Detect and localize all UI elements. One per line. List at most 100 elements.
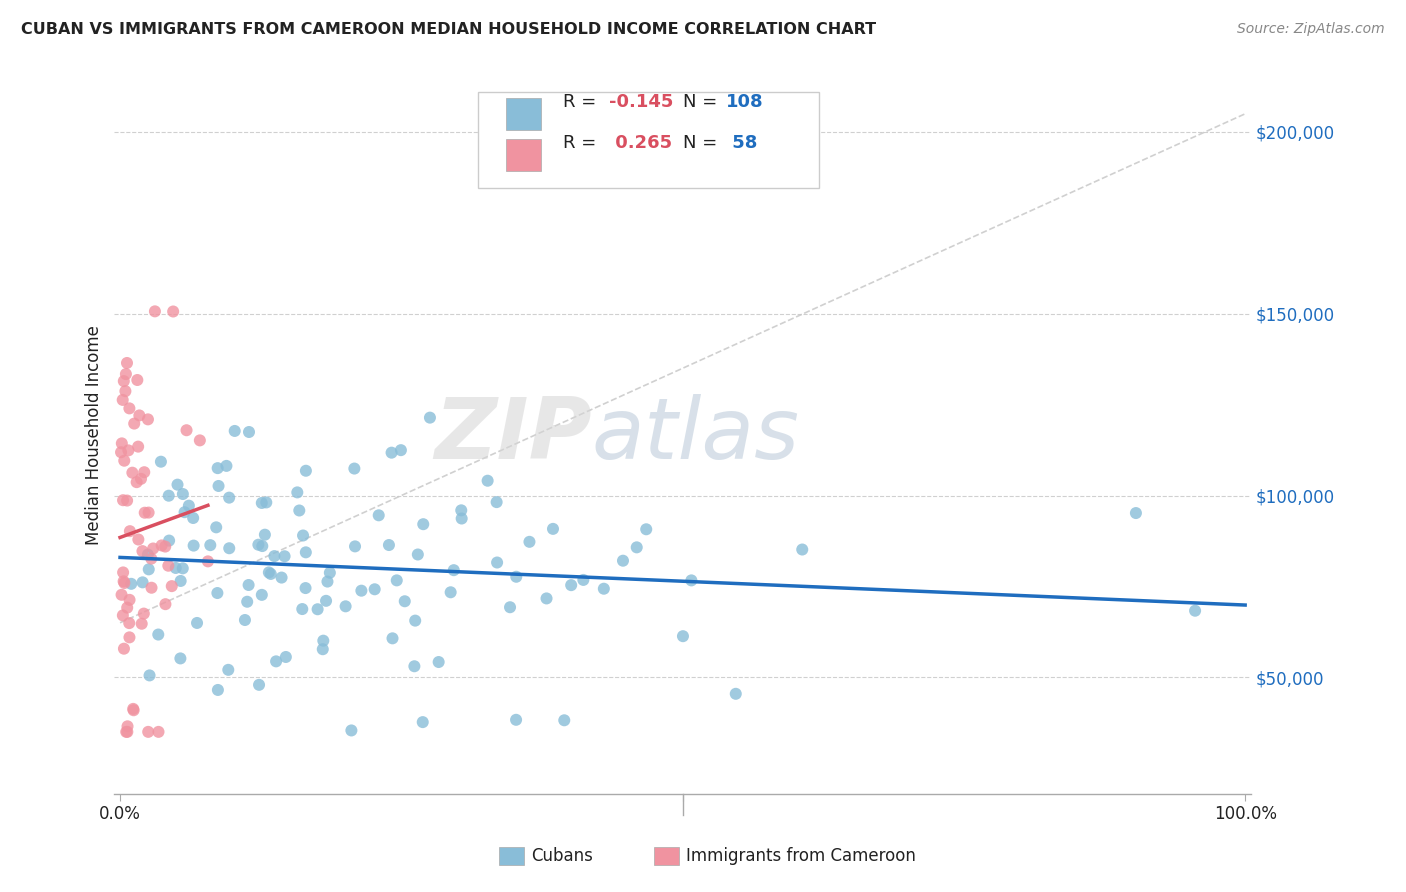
Point [292, 528, 315, 542]
Point [186, 615, 208, 630]
Point [112, 641, 135, 656]
Point [477, 474, 499, 488]
Point [166, 477, 188, 491]
Point [111, 608, 134, 623]
Point [128, 409, 150, 423]
Point [122, 417, 145, 431]
Point [404, 614, 426, 628]
Point [136, 724, 159, 739]
Point [141, 581, 163, 595]
Point [316, 574, 339, 589]
Point [404, 659, 426, 673]
Point [112, 493, 135, 508]
Point [118, 401, 141, 416]
Point [125, 475, 148, 490]
Point [572, 573, 595, 587]
Point [505, 570, 527, 584]
Point [315, 594, 337, 608]
Point [112, 374, 135, 388]
Point [264, 654, 287, 668]
Point [118, 631, 141, 645]
Bar [506, 98, 540, 130]
Point [117, 724, 139, 739]
Point [150, 538, 173, 552]
Point [121, 466, 143, 480]
Point [205, 520, 228, 534]
Point [440, 585, 463, 599]
Point [134, 465, 156, 479]
Point [270, 571, 292, 585]
Point [117, 719, 139, 733]
Point [285, 485, 308, 500]
Point [138, 506, 160, 520]
Point [553, 713, 575, 727]
Point [111, 436, 134, 450]
Point [155, 540, 177, 554]
Point [367, 508, 389, 523]
Point [344, 540, 367, 554]
Point [217, 663, 239, 677]
Point [172, 487, 194, 501]
Point [238, 425, 260, 439]
Point [148, 724, 170, 739]
Point [122, 702, 145, 716]
Point [427, 655, 450, 669]
Point [157, 533, 180, 548]
Point [250, 496, 273, 510]
Point [127, 440, 149, 454]
Point [118, 524, 141, 538]
Point [450, 511, 472, 525]
Point [131, 544, 153, 558]
Point [307, 602, 329, 616]
Point [505, 713, 527, 727]
Text: -0.145: -0.145 [609, 94, 673, 112]
Point [295, 545, 318, 559]
Point [288, 503, 311, 517]
Point [536, 591, 558, 606]
Point [274, 650, 297, 665]
Point [115, 356, 138, 370]
Point [131, 575, 153, 590]
Point [117, 443, 139, 458]
Point [250, 588, 273, 602]
Point [672, 629, 695, 643]
Point [134, 506, 156, 520]
Text: N =: N = [682, 135, 723, 153]
Point [110, 445, 132, 459]
Point [131, 616, 153, 631]
Point [207, 461, 229, 475]
Point [162, 304, 184, 318]
Point [177, 499, 200, 513]
Point [263, 549, 285, 563]
Point [592, 582, 614, 596]
Bar [506, 139, 540, 171]
Point [207, 682, 229, 697]
Point [412, 715, 434, 730]
Text: 58: 58 [725, 135, 758, 153]
Point [254, 495, 277, 509]
Point [115, 367, 138, 381]
Point [253, 527, 276, 541]
Point [335, 599, 357, 614]
Text: ZIP: ZIP [434, 394, 592, 477]
Point [110, 588, 132, 602]
Point [389, 443, 412, 458]
Point [142, 541, 165, 556]
Text: R =: R = [564, 94, 602, 112]
Text: 0.265: 0.265 [609, 135, 672, 153]
Point [157, 489, 180, 503]
Point [129, 472, 152, 486]
Point [200, 538, 222, 552]
Point [136, 412, 159, 426]
Point [155, 597, 177, 611]
Point [120, 577, 142, 591]
Text: Source: ZipAtlas.com: Source: ZipAtlas.com [1237, 22, 1385, 37]
Point [138, 562, 160, 576]
Point [381, 632, 404, 646]
Point [792, 542, 814, 557]
Point [157, 558, 180, 573]
Point [350, 583, 373, 598]
Point [273, 549, 295, 564]
Y-axis label: Median Household Income: Median Household Income [86, 326, 103, 546]
Text: N =: N = [682, 94, 723, 112]
